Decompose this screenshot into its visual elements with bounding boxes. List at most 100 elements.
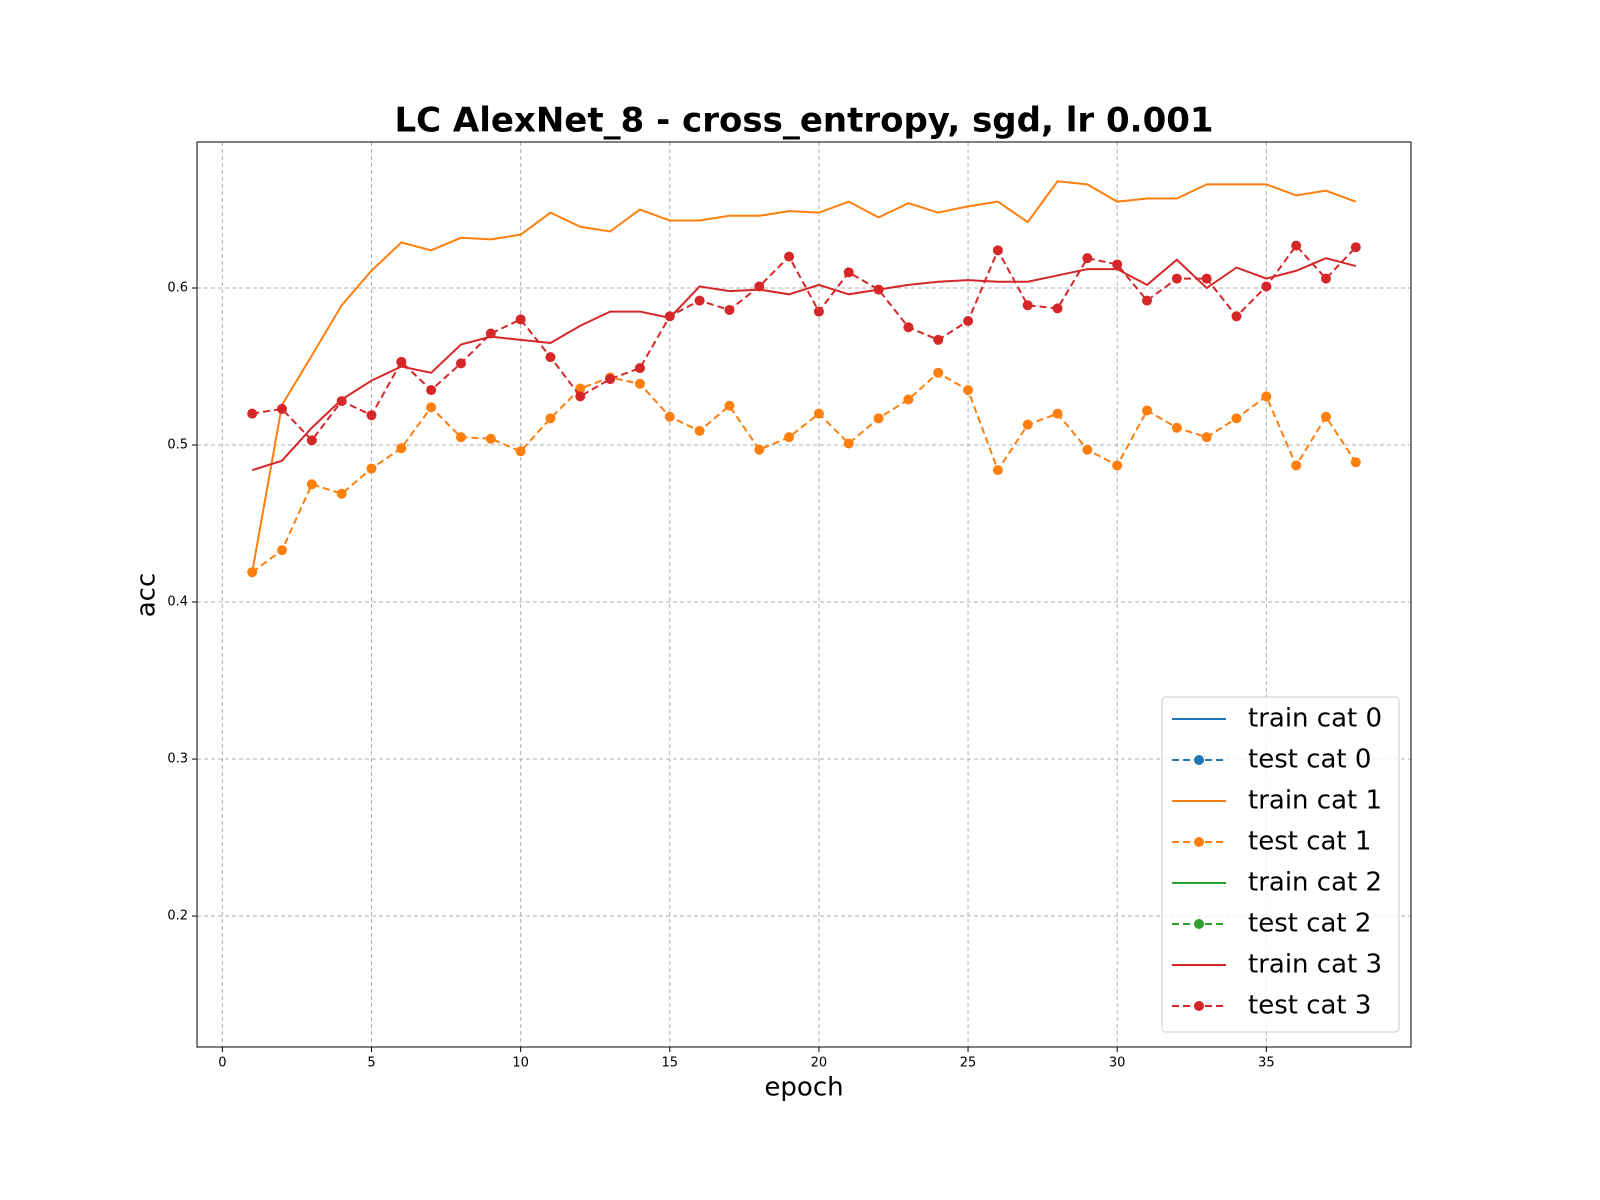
legend-label: test cat 2	[1248, 909, 1371, 939]
data-point	[515, 446, 526, 457]
data-point	[247, 567, 258, 578]
data-point	[784, 251, 795, 262]
x-tick-label: 35	[1258, 1056, 1275, 1071]
data-point	[247, 408, 258, 419]
data-point	[873, 413, 884, 424]
data-point	[1052, 303, 1063, 314]
data-point	[605, 374, 616, 385]
data-point	[426, 402, 437, 413]
data-point	[545, 352, 556, 363]
series-line	[251, 371, 1357, 574]
data-point	[664, 411, 675, 422]
data-point	[426, 385, 437, 396]
data-point	[336, 396, 347, 407]
x-tick-label: 15	[662, 1056, 679, 1071]
legend-marker	[1194, 1001, 1204, 1011]
legend-label: train cat 3	[1248, 950, 1382, 980]
y-tick-label: 0.5	[167, 438, 188, 453]
data-point	[1291, 460, 1302, 471]
legend-marker	[1194, 755, 1204, 765]
data-point	[634, 378, 645, 389]
data-point	[843, 438, 854, 449]
data-point	[277, 403, 288, 414]
data-point	[843, 267, 854, 278]
data-point	[992, 465, 1003, 476]
data-point	[306, 479, 317, 490]
y-tick-label: 0.2	[167, 909, 188, 924]
data-point	[1022, 300, 1033, 311]
x-tick-label: 30	[1109, 1056, 1126, 1071]
data-point	[1142, 295, 1153, 306]
y-tick-label: 0.6	[167, 281, 188, 296]
data-point	[1171, 273, 1182, 284]
legend: train cat 0 test cat 0 train cat 1 test cat…	[1161, 696, 1400, 1033]
data-point	[1261, 391, 1272, 402]
data-point	[306, 435, 317, 446]
y-axis-label: acc	[132, 573, 162, 618]
legend-label: train cat 1	[1248, 786, 1382, 816]
legend-label: test cat 3	[1248, 991, 1371, 1021]
legend-label: test cat 1	[1248, 827, 1371, 857]
data-point	[366, 463, 377, 474]
data-point	[366, 410, 377, 421]
data-point	[1112, 460, 1123, 471]
data-point	[455, 358, 466, 369]
data-point	[1320, 273, 1331, 284]
legend-box	[1161, 696, 1400, 1033]
data-point	[903, 394, 914, 405]
x-tick-label: 0	[218, 1056, 226, 1071]
data-point	[634, 363, 645, 374]
data-point	[784, 432, 795, 443]
y-tick-label: 0.4	[167, 595, 188, 610]
x-tick-label: 5	[367, 1056, 375, 1071]
data-point	[277, 545, 288, 556]
data-point	[724, 304, 735, 315]
data-point	[1171, 422, 1182, 433]
data-point	[694, 295, 705, 306]
data-point	[754, 444, 765, 455]
legend-marker	[1194, 837, 1204, 847]
data-point	[813, 408, 824, 419]
legend-marker	[1194, 919, 1204, 929]
legend-label: test cat 0	[1248, 745, 1371, 775]
data-point	[1350, 242, 1361, 253]
axes-frame	[196, 141, 1412, 1048]
data-point	[1350, 457, 1361, 468]
data-point	[1082, 444, 1093, 455]
data-point	[1291, 240, 1302, 251]
chart-title: LC AlexNet_8 - cross_entropy, sgd, lr 0.…	[394, 101, 1213, 141]
x-axis-label: epoch	[764, 1073, 843, 1103]
data-point	[396, 443, 407, 454]
data-point	[545, 413, 556, 424]
y-tick-label: 0.3	[167, 752, 188, 767]
data-point	[963, 385, 974, 396]
data-point	[724, 400, 735, 411]
data-point	[336, 488, 347, 499]
data-point	[664, 311, 675, 322]
data-point	[1231, 413, 1242, 424]
data-point	[1052, 408, 1063, 419]
data-point	[873, 284, 884, 295]
data-point	[933, 334, 944, 345]
data-point	[1320, 411, 1331, 422]
data-point	[694, 425, 705, 436]
data-point	[1201, 273, 1212, 284]
series-line	[252, 244, 1357, 442]
data-point	[575, 391, 586, 402]
data-point	[485, 328, 496, 339]
data-point	[933, 367, 944, 378]
data-point	[515, 314, 526, 325]
data-point	[1261, 281, 1272, 292]
data-point	[1142, 405, 1153, 416]
data-point	[575, 383, 586, 394]
data-point	[963, 315, 974, 326]
data-point	[1112, 259, 1123, 270]
data-point	[1201, 432, 1212, 443]
x-tick-label: 25	[960, 1056, 977, 1071]
x-tick-label: 10	[512, 1056, 529, 1071]
series-line	[251, 257, 1357, 472]
data-point	[992, 245, 1003, 256]
series-line	[251, 180, 1357, 573]
